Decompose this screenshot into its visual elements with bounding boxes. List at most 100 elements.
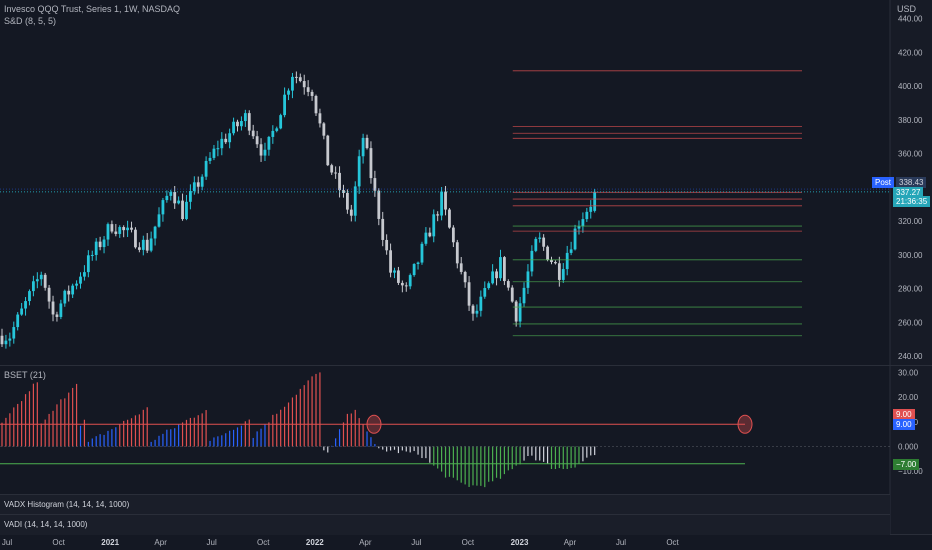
time-tick-label: Apr <box>564 538 577 547</box>
time-tick-label: Oct <box>52 538 65 547</box>
vadi-title[interactable]: VADI (14, 14, 14, 1000) <box>4 520 88 529</box>
time-tick-label: 2022 <box>306 538 324 547</box>
candle <box>94 238 98 261</box>
price-tick-label: 400.00 <box>898 82 923 91</box>
time-tick-label: Jul <box>207 538 217 547</box>
candle <box>283 87 286 118</box>
candle-body <box>546 246 549 260</box>
candle <box>90 250 94 261</box>
candle <box>145 233 149 254</box>
currency-label: USD <box>897 4 917 14</box>
price-tick-label: 360.00 <box>898 150 923 159</box>
indicator-legend-sd[interactable]: S&D (8, 5, 5) <box>4 16 57 26</box>
candle-body <box>499 257 502 279</box>
candle <box>224 133 228 144</box>
vadi-pane[interactable]: VADI (14, 14, 14, 1000) <box>0 514 890 535</box>
candle <box>326 134 330 167</box>
candle-body <box>577 226 581 229</box>
candle <box>251 124 255 140</box>
candle <box>130 221 133 233</box>
candle <box>530 245 534 277</box>
candle-body <box>283 94 286 116</box>
candle-body <box>130 227 133 230</box>
candle <box>79 272 82 289</box>
candle-body <box>228 133 232 143</box>
vadx-pane[interactable]: VADX Histogram (14, 14, 14, 1000) <box>0 494 890 515</box>
candle <box>346 189 349 214</box>
candle <box>546 245 549 262</box>
time-tick-label: Oct <box>666 538 679 547</box>
candle-body <box>51 301 55 315</box>
candle-body <box>126 227 129 231</box>
time-tick-label: Jul <box>411 538 421 547</box>
bset-tick-label: −10.00 <box>898 467 923 476</box>
candle-body <box>432 214 436 237</box>
post-label-tag: Post <box>872 177 895 188</box>
candle <box>267 135 271 156</box>
candle-body <box>236 121 239 127</box>
bset-tick-label: 30.00 <box>898 368 919 377</box>
candle-body <box>110 224 114 232</box>
candle-body <box>389 250 392 273</box>
candle <box>126 220 129 237</box>
candle-body <box>436 214 440 216</box>
symbol-title[interactable]: Invesco QQQ Trust, Series 1, 1W, NASDAQ <box>4 4 181 14</box>
candle <box>39 271 43 286</box>
candle-body <box>259 144 263 156</box>
bset-red-tag: 9.00 <box>893 409 915 420</box>
candle <box>137 242 141 253</box>
candle-body <box>346 192 349 210</box>
candle <box>365 134 369 150</box>
candle-body <box>412 264 416 276</box>
candle-body <box>102 239 106 248</box>
candle <box>385 234 389 255</box>
candle-body <box>538 237 542 239</box>
candle <box>416 261 420 270</box>
candle <box>255 130 259 148</box>
candle <box>98 236 102 251</box>
candle <box>71 283 75 299</box>
candle <box>220 132 224 156</box>
candle-body <box>177 200 181 204</box>
candle <box>534 236 538 253</box>
candle-body <box>554 262 557 264</box>
candle <box>134 227 137 249</box>
candle-body <box>557 263 561 280</box>
candle <box>279 113 283 130</box>
candle-body <box>275 128 279 131</box>
candle-body <box>220 138 224 149</box>
candle <box>32 275 35 297</box>
post-price-tag: 338.43 <box>896 177 927 188</box>
candle-body <box>349 209 353 216</box>
candle <box>506 279 510 291</box>
candle-body <box>314 95 318 114</box>
candle-body <box>330 165 334 173</box>
candle <box>161 197 165 222</box>
candle <box>141 235 145 256</box>
candle <box>59 299 63 320</box>
candle-body <box>561 269 565 280</box>
candle-body <box>122 227 126 231</box>
candle <box>503 256 506 286</box>
candle <box>593 188 597 213</box>
candle-body <box>342 190 345 193</box>
price-tick-label: 380.00 <box>898 116 923 125</box>
candle-body <box>267 136 271 150</box>
candle <box>106 222 110 246</box>
indicator-legend-bset[interactable]: BSET (21) <box>4 370 46 380</box>
candle-body <box>420 243 424 263</box>
candle <box>369 141 373 184</box>
candle-body <box>243 113 247 122</box>
candle-body <box>240 121 243 127</box>
candle <box>24 297 27 316</box>
candle <box>495 268 498 286</box>
candle <box>165 190 169 203</box>
candle-body <box>298 77 302 82</box>
candle <box>189 184 192 210</box>
candle-body <box>279 115 283 129</box>
candle <box>243 109 247 127</box>
vadx-title[interactable]: VADX Histogram (14, 14, 14, 1000) <box>4 500 130 509</box>
candle <box>471 304 475 321</box>
